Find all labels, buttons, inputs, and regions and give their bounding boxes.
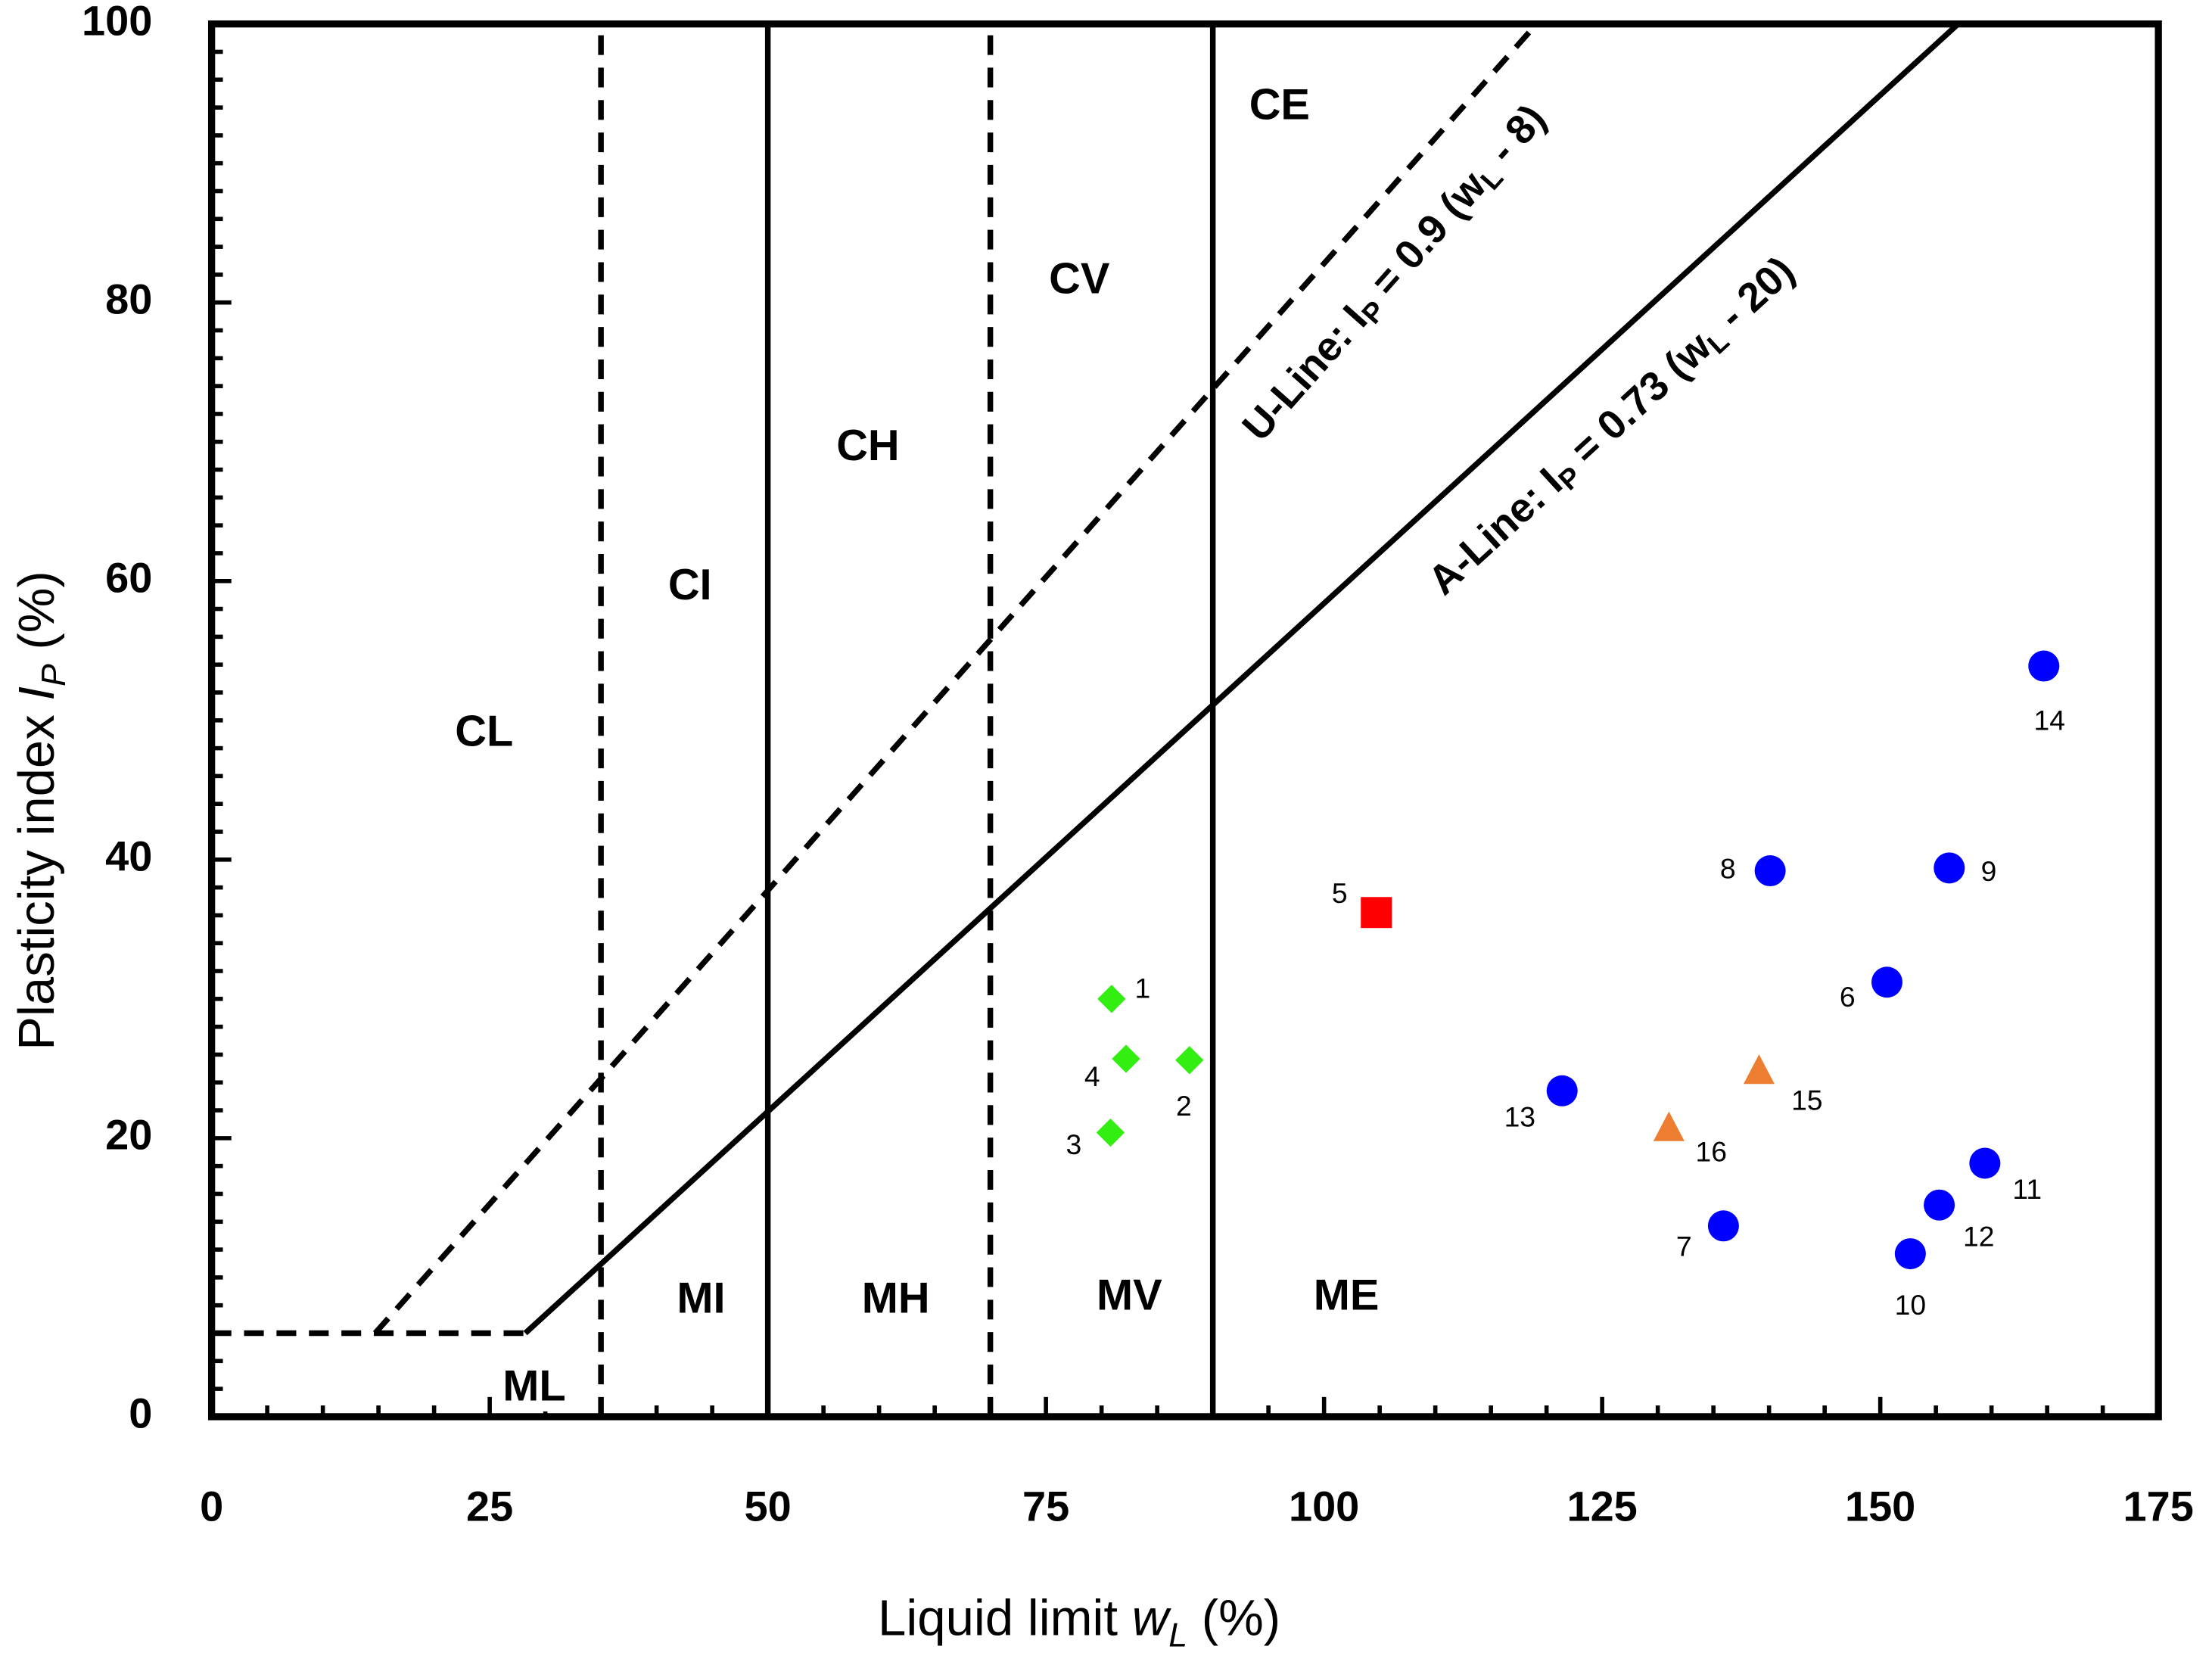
zone-label: MV: [1097, 1271, 1162, 1320]
point-label: 10: [1895, 1289, 1926, 1321]
text-part: U-Line: I: [1234, 297, 1376, 450]
zone-label: MI: [677, 1274, 725, 1322]
point-label: 8: [1720, 852, 1736, 884]
reference-line: [523, 21, 1961, 1336]
zone-label: CE: [1249, 80, 1310, 129]
point-label: 4: [1084, 1060, 1100, 1092]
x-tick-label: 150: [1845, 1483, 1915, 1530]
point: [1924, 1189, 1955, 1221]
point-label: 6: [1840, 981, 1856, 1013]
point: [1653, 1111, 1685, 1141]
point-label: 13: [1504, 1100, 1535, 1132]
zone-label: CH: [836, 422, 899, 470]
y-tick-label: 100: [82, 0, 152, 44]
point: [1096, 1118, 1125, 1147]
y-tick-label: 20: [105, 1111, 152, 1159]
point: [1754, 855, 1786, 887]
point: [1934, 852, 1965, 884]
zone-label: ME: [1314, 1271, 1380, 1320]
y-tick-label: 60: [105, 554, 152, 602]
point-label: 5: [1332, 877, 1348, 909]
point-label: 11: [2012, 1173, 2042, 1205]
x-tick-label: 175: [2123, 1483, 2194, 1530]
reference-line: [372, 22, 1539, 1335]
text-part: = 0.9 (w: [1355, 163, 1495, 313]
x-tick-label: 75: [1022, 1483, 1069, 1530]
point: [2028, 650, 2060, 682]
text-part: (%): [1187, 1590, 1280, 1647]
x-tick-label: 100: [1289, 1483, 1359, 1530]
x-axis-title: Liquid limit wL (%): [878, 1590, 1280, 1654]
x-tick-label: 50: [745, 1483, 792, 1530]
point: [1112, 1044, 1140, 1073]
point: [1871, 966, 1902, 998]
zone-label: ML: [502, 1362, 565, 1410]
point: [1707, 1210, 1739, 1242]
x-tick-label: 25: [466, 1483, 513, 1530]
point: [1894, 1238, 1926, 1270]
text-part: Liquid limit: [878, 1590, 1132, 1647]
point: [1361, 897, 1392, 929]
zone-label: CL: [455, 707, 513, 755]
zone-label: CV: [1049, 254, 1110, 303]
text-part: = 0.73 (w: [1554, 323, 1721, 481]
x-tick-label: 125: [1566, 1483, 1637, 1530]
point-label: 15: [1791, 1084, 1822, 1116]
text-part: I: [8, 686, 65, 701]
point-label: 2: [1176, 1090, 1192, 1122]
y-tick-label: 40: [105, 833, 152, 880]
point-label: 9: [1981, 855, 1997, 887]
y-axis-title: Plasticity index IP (%): [8, 571, 73, 1050]
point-label: 1: [1135, 973, 1151, 1004]
point-label: 7: [1676, 1230, 1692, 1262]
x-tick-label: 0: [200, 1483, 223, 1530]
point: [1097, 985, 1126, 1013]
zone-label: MH: [862, 1274, 930, 1322]
point-label: 16: [1696, 1135, 1727, 1167]
y-tick-label: 80: [105, 275, 152, 322]
point: [1546, 1075, 1578, 1106]
zone-label-bg: [492, 1360, 577, 1411]
point-label: 14: [2033, 704, 2064, 736]
text-part: (%): [8, 571, 65, 664]
point: [1743, 1054, 1775, 1085]
point: [1969, 1147, 2001, 1179]
text-part: Plasticity index: [8, 701, 65, 1050]
point-label: 12: [1963, 1221, 1994, 1253]
text-part: L: [1168, 1617, 1187, 1654]
line-label: A-Line: IP = 0.73 (wL - 20): [1420, 247, 1806, 606]
point-label: 3: [1066, 1128, 1082, 1160]
text-part: A-Line: I: [1420, 460, 1571, 604]
text-part: w: [1132, 1590, 1172, 1647]
text-part: P: [36, 664, 73, 686]
line-label: U-Line: IP = 0.9 (wL - 8): [1234, 96, 1557, 452]
point: [1175, 1046, 1204, 1075]
y-tick-label: 0: [129, 1390, 152, 1437]
zone-label: CI: [668, 561, 712, 609]
